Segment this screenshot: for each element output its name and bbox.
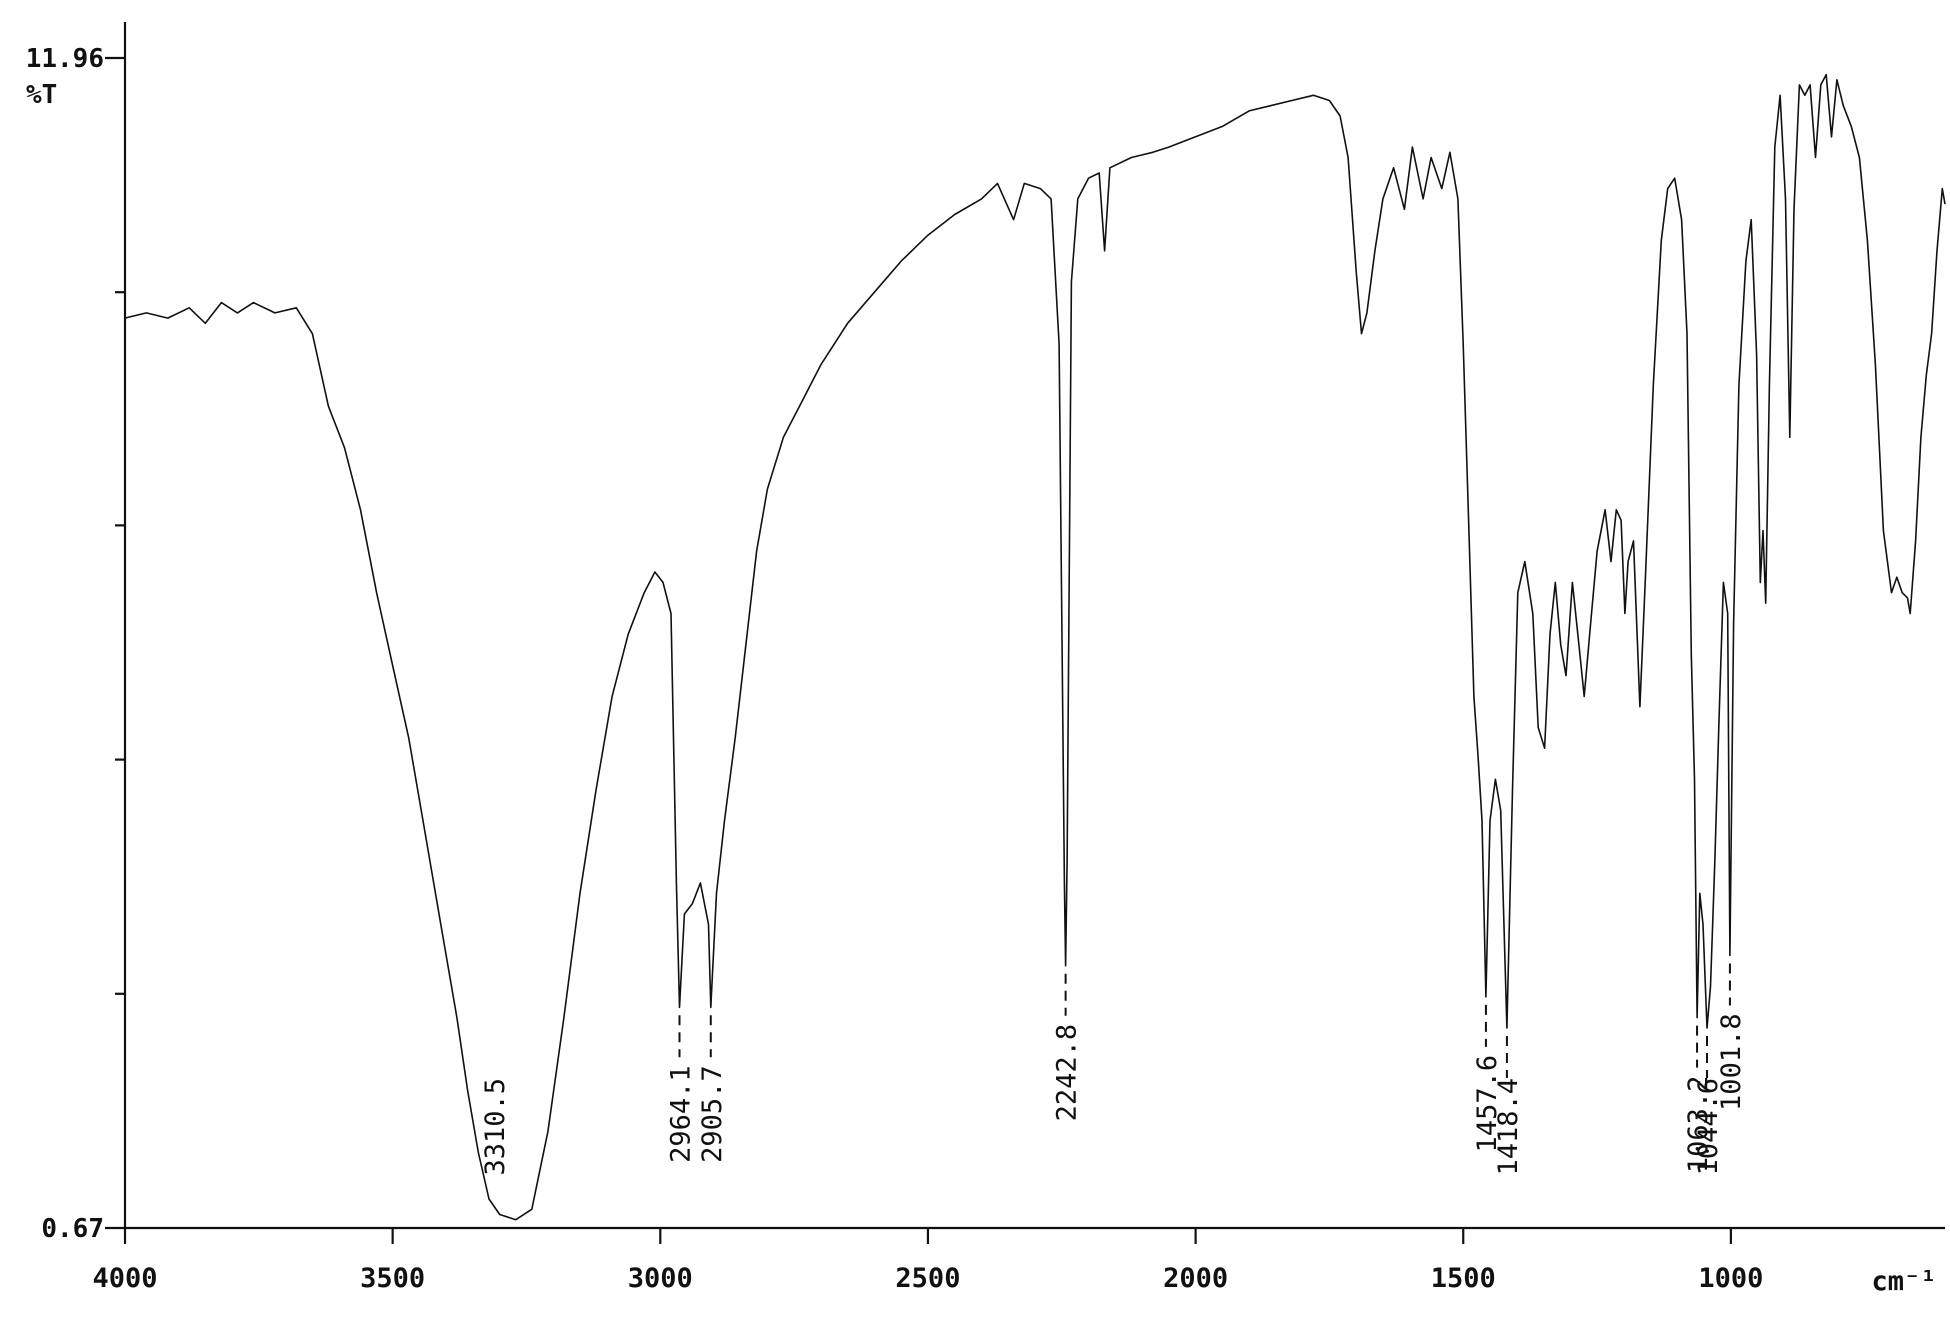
x-tick-label-3000: 3000 <box>628 1263 693 1294</box>
x-tick-label-4000: 4000 <box>92 1263 157 1294</box>
peak-label-1418.4: 1418.4 <box>1493 1078 1524 1176</box>
peak-label-1063.2: 1063.2 <box>1683 1076 1714 1174</box>
x-tick-label-2500: 2500 <box>895 1263 960 1294</box>
x-ticks: 4000 3500 3000 2500 2000 1500 1000 <box>92 1228 1763 1294</box>
peak-label-1001.8: 1001.8 <box>1716 1013 1747 1111</box>
x-tick-label-2000: 2000 <box>1163 1263 1228 1294</box>
x-tick-label-1000: 1000 <box>1698 1263 1763 1294</box>
peak-label-2964.1: 2964.1 <box>666 1065 697 1163</box>
x-axis: 4000 3500 3000 2500 2000 1500 1000 cm⁻¹ <box>92 1226 1945 1297</box>
peak-label-1457.6: 1457.6 <box>1472 1055 1503 1153</box>
spectrum-line <box>124 73 1946 1221</box>
peak-label-2905.7: 2905.7 <box>697 1065 728 1163</box>
y-minor-ticks <box>115 291 125 995</box>
peak-label-2242.8: 2242.8 <box>1052 1024 1083 1122</box>
y-axis: 11.96 %T 0.67 <box>26 22 127 1244</box>
x-tick-label-1500: 1500 <box>1431 1263 1496 1294</box>
y-axis-label: %T <box>26 80 57 110</box>
peak-label-1044.6: 1044.6 <box>1693 1078 1724 1176</box>
x-unit-label: cm⁻¹ <box>1871 1266 1936 1297</box>
y-tick-label-bottom: 0.67 <box>41 1214 104 1244</box>
y-tick-label-top: 11.96 <box>26 44 104 74</box>
peak-label-3310.5: 3310.5 <box>480 1078 511 1176</box>
x-tick-label-3500: 3500 <box>360 1263 425 1294</box>
